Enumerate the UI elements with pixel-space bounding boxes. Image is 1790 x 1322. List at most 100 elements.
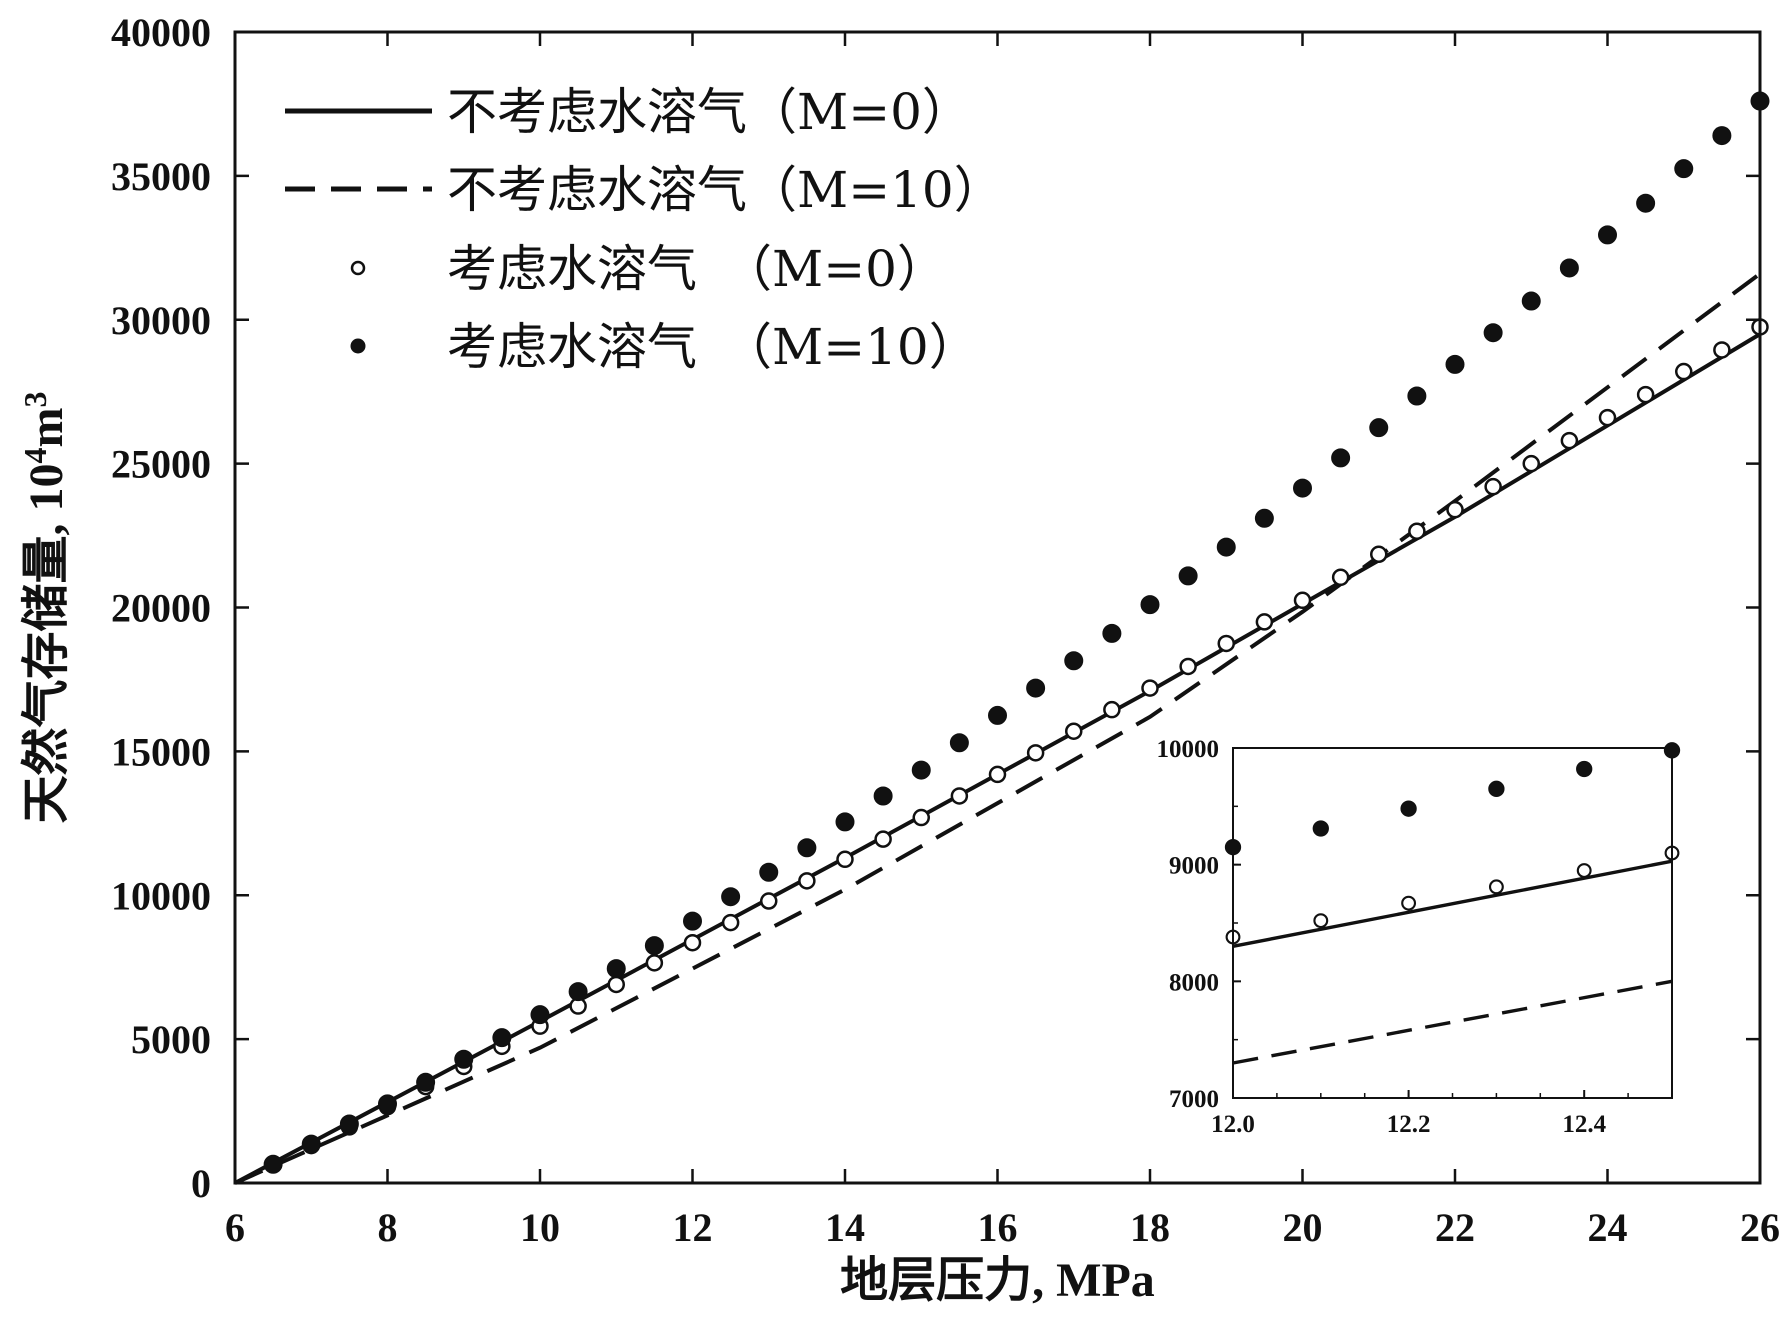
data-point-filled [530, 1005, 550, 1025]
inset-y-tick-label: 9000 [1169, 853, 1219, 880]
y-tick-label: 35000 [111, 154, 211, 199]
x-tick-label: 16 [978, 1205, 1018, 1250]
inset-y-tick-label: 8000 [1169, 969, 1219, 996]
x-tick-label: 26 [1740, 1205, 1780, 1250]
data-point-filled [1674, 159, 1694, 179]
legend-label: 考虑水溶气 （M=10） [447, 318, 979, 376]
data-point-filled [378, 1094, 397, 1114]
data-point-open [1522, 454, 1540, 473]
data-point-open [1313, 913, 1329, 929]
data-point-filled [1178, 566, 1198, 586]
data-point-filled [1140, 595, 1160, 615]
data-point-filled [1521, 291, 1541, 311]
data-point-open [1401, 895, 1417, 911]
data-point-open [645, 954, 664, 972]
inset-tick-labels: 12.0 12.2 12.4 7000 8000 9000 10000 [1157, 736, 1607, 1138]
data-point-open [1370, 545, 1388, 564]
x-tick-label: 20 [1283, 1205, 1323, 1250]
data-point-filled [1216, 537, 1236, 557]
data-point-filled [835, 812, 855, 832]
tick-labels: 6 8 10 12 14 16 18 20 22 24 26 0 5000 10000 15000 20000… [111, 10, 1780, 1250]
data-point-filled [568, 982, 588, 1002]
y-tick-label: 40000 [111, 10, 211, 55]
data-point-open [721, 913, 740, 932]
data-point-filled [1331, 448, 1351, 468]
data-point-open [1141, 679, 1159, 697]
data-point-open [1103, 700, 1121, 719]
data-point-filled [1488, 780, 1505, 797]
data-point-open [1408, 522, 1426, 540]
data-point-filled [797, 838, 817, 858]
data-point-filled [721, 887, 741, 907]
plot-frame [233, 30, 1762, 1185]
legend-symbol-filled-circle [350, 338, 366, 354]
data-point-filled [1369, 418, 1389, 438]
data-point-filled [1064, 651, 1084, 671]
y-tick-label: 30000 [111, 298, 211, 343]
data-point-filled [1400, 800, 1417, 817]
data-point-filled [759, 862, 779, 882]
y-tick-label: 25000 [111, 442, 211, 487]
y-tick-label: 5000 [131, 1017, 211, 1062]
x-tick-label: 24 [1588, 1205, 1628, 1250]
data-point-open [798, 872, 816, 890]
x-tick-label: 8 [378, 1205, 398, 1250]
data-point-filled [1102, 623, 1122, 643]
inset-chart: 12.0 12.2 12.4 7000 8000 9000 10000 [1157, 736, 1681, 1138]
y-axis-title-unit: m [20, 407, 73, 447]
series-line-dashed [1232, 979, 1673, 1065]
data-point-open [683, 933, 702, 952]
y-axis-title: 天然气存储量, 104m3 [17, 392, 73, 824]
data-point-filled [416, 1072, 436, 1092]
data-point-filled [606, 959, 626, 979]
x-tick-label: 22 [1435, 1205, 1475, 1250]
inset-y-tick-label: 10000 [1157, 736, 1220, 763]
data-point-filled [873, 786, 893, 806]
data-point-filled [1026, 678, 1046, 698]
data-point-open [1065, 722, 1083, 740]
data-point-filled [1712, 126, 1732, 146]
data-point-open [988, 765, 1007, 784]
data-point-filled [263, 1154, 283, 1174]
data-point-open [760, 892, 778, 910]
data-point-filled [1407, 386, 1427, 406]
y-axis-title-unit-exponent: 3 [17, 392, 53, 408]
data-point-open [1636, 385, 1655, 404]
x-tick-label: 14 [825, 1205, 865, 1250]
y-tick-label: 20000 [111, 586, 211, 631]
data-point-filled [1559, 258, 1579, 278]
y-tick-label: 15000 [111, 729, 211, 774]
data-point-filled [911, 760, 931, 780]
data-point-open [1598, 408, 1617, 427]
data-point-filled [1293, 478, 1312, 498]
data-point-filled [1636, 193, 1656, 213]
inset-x-tick-label: 12.4 [1562, 1111, 1606, 1138]
data-point-filled [949, 733, 969, 753]
data-point-open [1560, 431, 1579, 450]
data-series [234, 91, 1770, 1185]
legend-label: 考虑水溶气 （M=0） [447, 240, 947, 298]
y-tick-label: 0 [191, 1161, 211, 1206]
inset-background [1229, 744, 1676, 1102]
data-point-filled [988, 705, 1007, 725]
data-point-open [1484, 477, 1502, 496]
inset-data-series [1224, 742, 1681, 1065]
data-point-filled [1254, 508, 1274, 528]
data-point-filled [1576, 760, 1593, 778]
series-line-solid [1232, 859, 1673, 949]
data-point-filled [1598, 225, 1617, 245]
data-point-filled [301, 1134, 321, 1154]
data-point-open [836, 850, 854, 869]
x-tick-label: 12 [673, 1205, 713, 1250]
data-point-filled [644, 936, 664, 956]
data-point-open [1576, 863, 1592, 878]
inset-tick-marks [1232, 747, 1673, 1099]
data-point-open [912, 808, 930, 827]
data-point-filled [339, 1114, 359, 1134]
y-tick-label: 10000 [111, 873, 211, 918]
x-tick-label: 10 [520, 1205, 560, 1250]
data-point-filled [1312, 820, 1329, 837]
data-point-open [1179, 657, 1197, 676]
data-point-open [1446, 500, 1464, 519]
